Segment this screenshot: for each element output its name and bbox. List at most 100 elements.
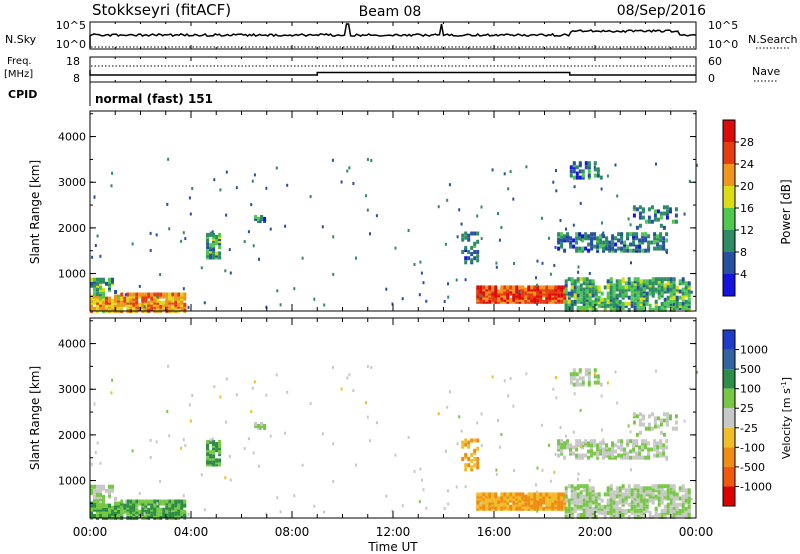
power-cell (581, 234, 585, 239)
power-cell (641, 240, 645, 245)
power-cell (641, 207, 645, 212)
velocity-cell (120, 513, 124, 518)
velocity-cell (553, 470, 556, 474)
power-cell (580, 238, 582, 242)
velocity-cell (672, 490, 676, 495)
velocity-cell (570, 492, 574, 497)
velocity-cell (572, 368, 576, 373)
power-cell (542, 299, 546, 304)
velocity-cell (597, 502, 601, 507)
power-cell (123, 302, 127, 307)
velocity-cell (636, 515, 640, 519)
velocity-cell (584, 439, 588, 444)
nave-label: Nave (752, 65, 780, 78)
power-cell (102, 294, 105, 299)
velocity-cell (627, 484, 631, 489)
power-cell (93, 306, 96, 311)
velocity-cell (530, 492, 534, 497)
power-cell (530, 285, 534, 290)
velocity-cell (580, 445, 582, 449)
power-cell (209, 231, 212, 235)
velocity-cell (530, 494, 534, 499)
power-cell (156, 298, 160, 303)
power-cell (500, 291, 504, 296)
velocity-cell (578, 455, 582, 460)
power-cell (587, 163, 591, 168)
power-cell (527, 291, 531, 296)
velocity-cell (521, 492, 525, 497)
power-cell (582, 281, 586, 286)
velocity-cell (108, 492, 111, 497)
velocity-cell (569, 376, 573, 381)
velocity-cell (585, 502, 589, 507)
power-cell (662, 225, 666, 230)
power-cell (99, 292, 102, 297)
power-cell (590, 232, 594, 237)
power-cell (672, 299, 676, 304)
power-cell (599, 175, 603, 180)
power-cell (644, 219, 648, 224)
power-cell (96, 302, 99, 307)
velocity-cell (518, 494, 522, 499)
power-cell (235, 186, 238, 190)
power-cell (635, 225, 639, 230)
velocity-cell (641, 414, 645, 419)
power-cell (470, 252, 474, 257)
power-cell (147, 292, 151, 297)
power-cell (669, 301, 673, 306)
velocity-cell (596, 455, 600, 460)
velocity-cell (645, 486, 649, 491)
velocity-cell (659, 430, 663, 435)
velocity-cell (548, 504, 552, 509)
power-cell (156, 292, 160, 297)
velocity-cell (509, 377, 512, 381)
power-cell (674, 213, 678, 218)
velocity-cell (464, 467, 468, 472)
power-cell (618, 287, 622, 292)
power-cell (656, 209, 660, 214)
velocity-cell (509, 494, 513, 499)
power-cell (512, 297, 516, 302)
power-cell (482, 291, 486, 296)
power-cell (591, 279, 595, 284)
velocity-cell (218, 446, 222, 451)
power-cell (102, 306, 105, 311)
velocity-cell (564, 494, 568, 499)
power-cell (539, 291, 543, 296)
power-cell (150, 306, 154, 311)
velocity-cell (632, 441, 636, 446)
velocity-cell (500, 433, 503, 436)
power-cell (461, 233, 465, 238)
velocity-cell (627, 492, 631, 497)
velocity-cell (206, 452, 210, 457)
power-cell (647, 234, 651, 239)
velocity-cell (572, 451, 576, 456)
power-cell (518, 295, 522, 300)
velocity-cell (648, 486, 652, 491)
power-cell (606, 295, 610, 300)
power-cell (545, 285, 549, 290)
power-cell (284, 224, 287, 228)
velocity-cell (687, 513, 691, 517)
power-cell (614, 163, 617, 167)
velocity-cell (615, 515, 619, 519)
velocity-cell (648, 510, 652, 515)
power-cell (615, 283, 619, 288)
nsky-right-tick-top: 10^5 (708, 19, 738, 32)
power-cell (641, 248, 645, 253)
power-cell (126, 292, 130, 297)
power-cell (582, 301, 586, 306)
power-cell (660, 279, 664, 284)
power-cell (545, 293, 549, 298)
power-cell (681, 306, 685, 310)
power-cell (577, 270, 580, 274)
power-cell (476, 239, 480, 244)
velocity-cell (633, 494, 637, 499)
power-cell (545, 297, 549, 302)
velocity-ytick-label: 2000 (58, 429, 86, 442)
power-cell (129, 298, 133, 303)
velocity-cell (444, 449, 447, 453)
velocity-cell (672, 502, 676, 507)
power-cell (687, 283, 691, 288)
